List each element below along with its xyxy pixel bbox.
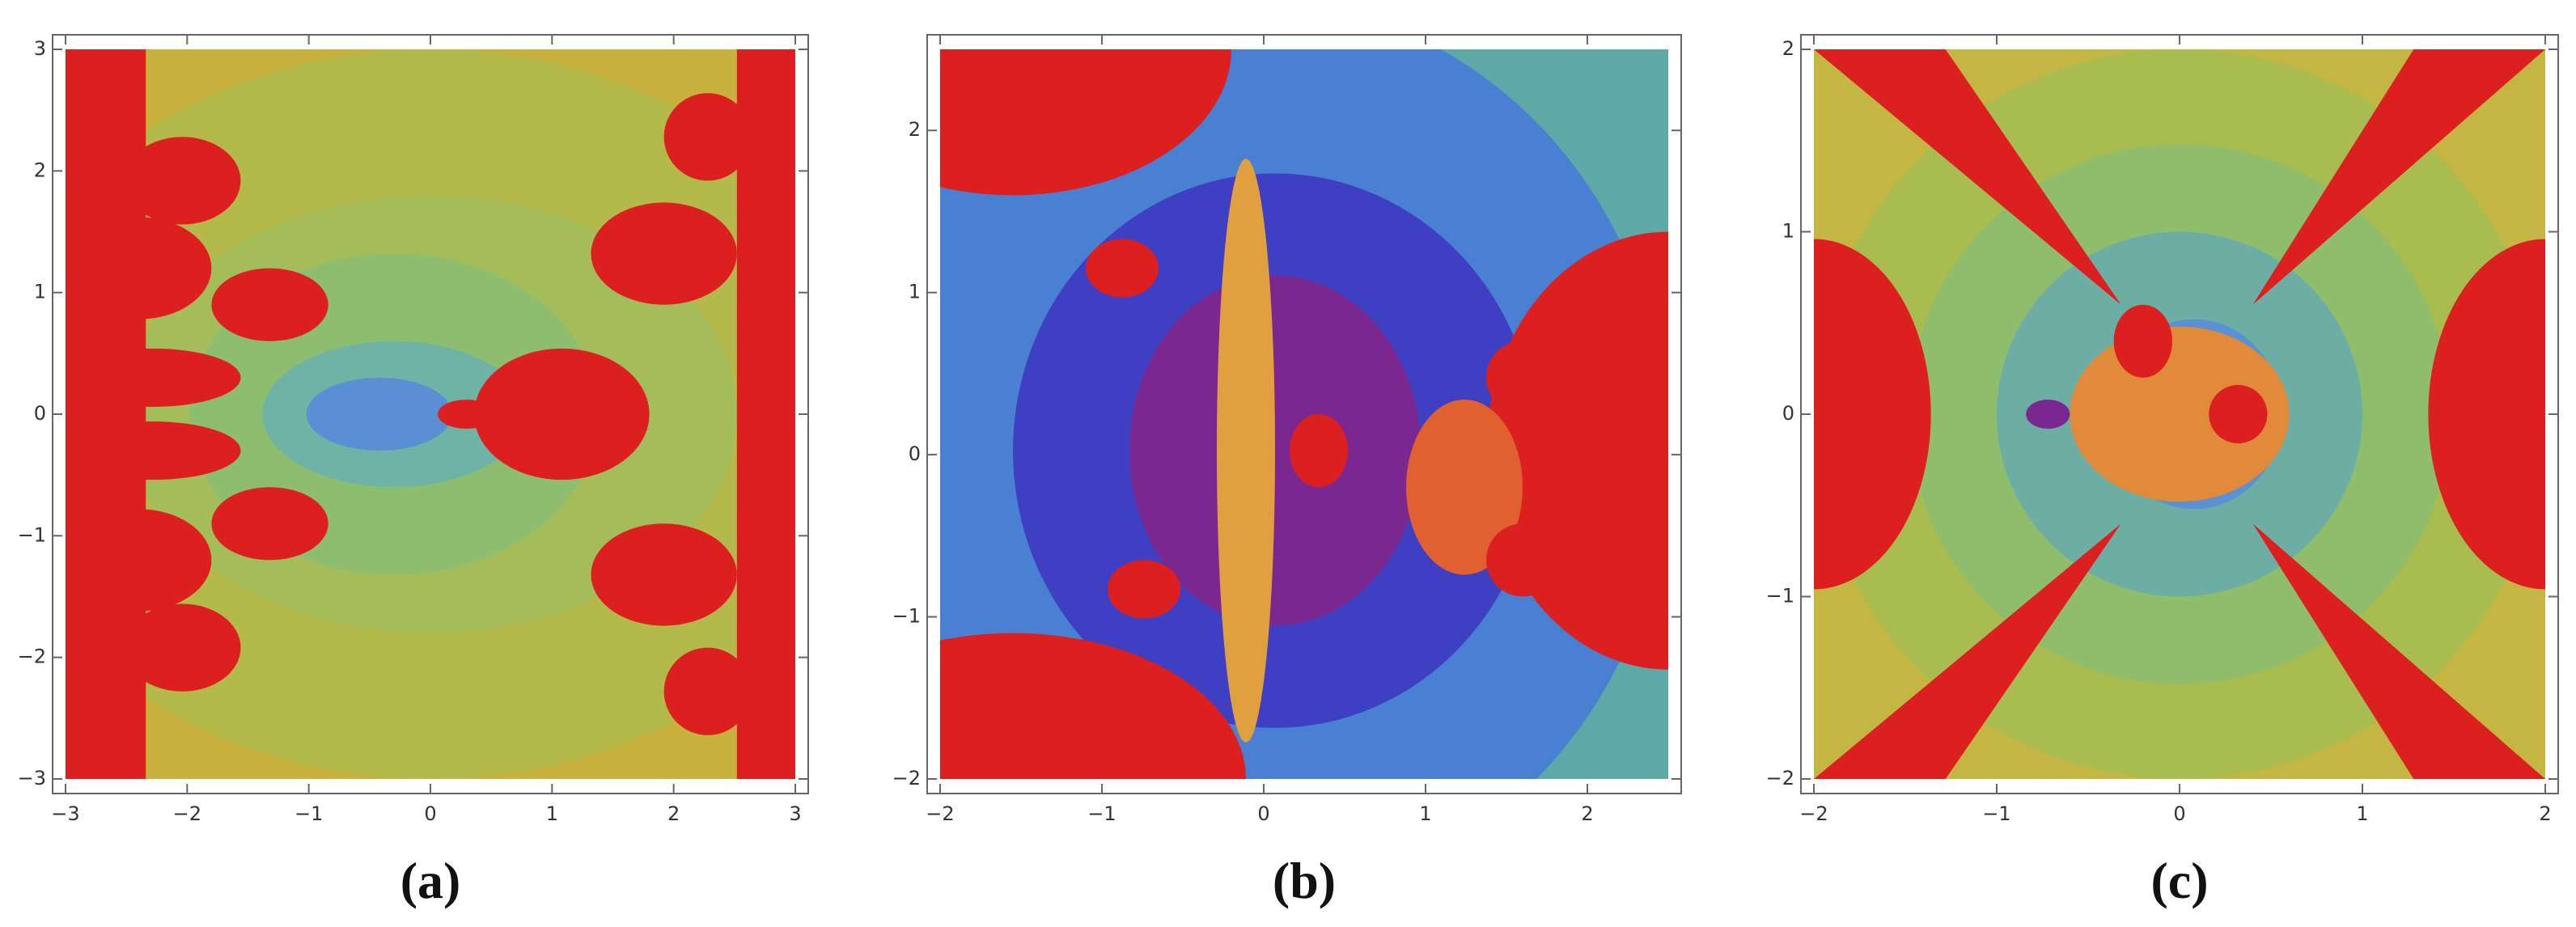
plot-image bbox=[940, 49, 1668, 779]
x-tick-label: −2 bbox=[1799, 802, 1828, 825]
fractal bbox=[1814, 49, 2545, 779]
basin-region bbox=[1086, 239, 1159, 298]
basin-region bbox=[1217, 159, 1275, 743]
x-tick-label: −1 bbox=[1087, 802, 1116, 825]
basin-region bbox=[66, 217, 212, 320]
basin-region bbox=[940, 49, 1231, 196]
x-tick-label: 2 bbox=[1581, 802, 1593, 825]
y-tick-label: 0 bbox=[1782, 402, 1794, 425]
plot-image bbox=[1814, 49, 2545, 779]
basin-region bbox=[2428, 239, 2545, 590]
basin-region bbox=[474, 348, 650, 480]
plot-image bbox=[66, 49, 795, 779]
x-tick-label: 2 bbox=[667, 802, 680, 825]
caption: (c) bbox=[2150, 852, 2208, 909]
y-tick-label: −1 bbox=[1766, 585, 1794, 607]
x-tick-label: 3 bbox=[789, 802, 801, 825]
basin-region bbox=[73, 100, 146, 174]
basin-region bbox=[124, 137, 241, 225]
x-tick-label: −1 bbox=[294, 802, 323, 825]
basin-region bbox=[66, 348, 241, 407]
y-tick-label: −3 bbox=[18, 767, 46, 789]
basin-region bbox=[73, 654, 146, 728]
basin-region bbox=[591, 202, 737, 305]
y-tick-label: 2 bbox=[1782, 37, 1794, 60]
x-tick-label: −2 bbox=[926, 802, 954, 825]
y-tick-label: 0 bbox=[34, 402, 46, 425]
basin-region bbox=[1814, 239, 1931, 590]
x-tick-label: 0 bbox=[1257, 802, 1269, 825]
y-tick-label: 1 bbox=[1782, 220, 1794, 243]
y-tick-label: 1 bbox=[909, 281, 921, 303]
basin-region bbox=[438, 399, 497, 430]
x-tick-label: −3 bbox=[51, 802, 79, 825]
basin-region bbox=[736, 49, 795, 779]
y-tick-label: −2 bbox=[1766, 767, 1794, 789]
caption: (a) bbox=[400, 852, 461, 909]
basin-region bbox=[663, 93, 752, 181]
basin-region bbox=[66, 509, 212, 612]
basin-region bbox=[1486, 341, 1559, 414]
basin-region bbox=[66, 421, 241, 480]
basin-region bbox=[1814, 49, 2121, 305]
basin-region bbox=[663, 647, 752, 735]
basin-region bbox=[1108, 560, 1180, 619]
fractal bbox=[66, 49, 795, 779]
basin-region bbox=[2209, 384, 2268, 444]
y-tick-label: −2 bbox=[18, 646, 46, 668]
y-tick-label: −2 bbox=[892, 767, 921, 789]
basin-region bbox=[124, 603, 241, 692]
x-tick-label: 1 bbox=[546, 802, 558, 825]
y-tick-label: −1 bbox=[18, 523, 46, 546]
x-tick-label: 1 bbox=[2356, 802, 2368, 825]
basin-region bbox=[211, 268, 328, 341]
basin-region bbox=[1290, 414, 1348, 488]
basin-region bbox=[1486, 231, 1668, 670]
basin-region bbox=[2113, 304, 2172, 378]
x-tick-label: −2 bbox=[173, 802, 201, 825]
basin-region bbox=[940, 633, 1246, 779]
x-tick-label: 0 bbox=[2173, 802, 2185, 825]
y-tick-label: 3 bbox=[34, 37, 46, 60]
basin-region bbox=[591, 523, 737, 626]
basin-region bbox=[211, 487, 328, 561]
basin-region bbox=[2026, 399, 2070, 430]
x-tick-label: 1 bbox=[1419, 802, 1431, 825]
fractal bbox=[940, 49, 1668, 779]
basin-region bbox=[1406, 399, 1523, 575]
x-tick-label: 0 bbox=[424, 802, 436, 825]
y-tick-label: 2 bbox=[34, 159, 46, 181]
y-tick-label: 0 bbox=[909, 442, 921, 465]
frame bbox=[926, 34, 1682, 794]
y-tick-label: 1 bbox=[34, 281, 46, 303]
y-tick-label: 2 bbox=[909, 118, 921, 141]
basin-region bbox=[306, 377, 453, 451]
basin-region bbox=[2070, 326, 2290, 502]
basin-region bbox=[1129, 275, 1421, 626]
basin-region bbox=[1486, 523, 1559, 597]
y-tick-label: −1 bbox=[892, 605, 921, 628]
x-tick-label: 2 bbox=[2539, 802, 2551, 825]
caption: (b) bbox=[1273, 852, 1336, 909]
x-tick-label: −1 bbox=[1982, 802, 2010, 825]
